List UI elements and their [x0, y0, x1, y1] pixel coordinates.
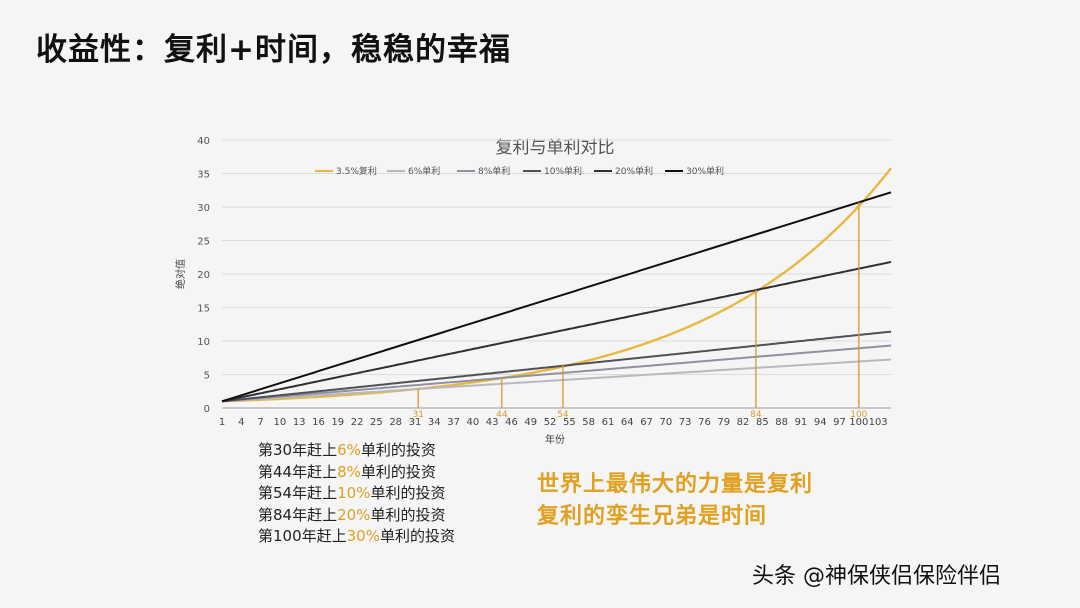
series-line	[221, 358, 892, 403]
x-tick-label: 64	[621, 417, 634, 428]
legend-entry: 10%单利	[544, 165, 582, 177]
x-tick-label: 76	[698, 417, 711, 428]
x-tick-label: 40	[467, 417, 480, 428]
note-line: 第44年赶上8%单利的投资	[258, 462, 436, 481]
y-tick-label: 5	[204, 371, 210, 382]
x-axis-label: 年份	[545, 433, 565, 446]
chart-title: 复利与单利对比	[496, 138, 615, 158]
x-tick-label: 91	[795, 417, 808, 428]
y-tick-label: 35	[197, 170, 210, 181]
x-tick-label: 16	[312, 417, 325, 428]
series-line	[221, 191, 892, 403]
y-tick-label: 25	[197, 237, 210, 248]
slogan-line-1: 世界上最伟大的力量是复利	[537, 472, 814, 497]
legend-entry: 30%单利	[686, 165, 724, 177]
x-tick-label: 10	[274, 417, 287, 428]
x-tick-label: 37	[447, 417, 460, 428]
watermark: 头条 @神保侠侣保险伴侣	[752, 564, 1001, 589]
x-tick-label: 88	[775, 417, 788, 428]
crossover-label: 84	[750, 410, 762, 420]
x-tick-label: 28	[389, 417, 402, 428]
series-line	[221, 260, 892, 403]
x-tick-label: 100	[849, 417, 868, 428]
note-line: 第30年赶上6%单利的投资	[258, 441, 436, 459]
legend-entry: 8%单利	[478, 165, 510, 177]
x-tick-label: 7	[257, 417, 263, 428]
y-tick-label: 40	[197, 136, 210, 147]
note-line: 第84年赶上20%单利的投资	[258, 505, 446, 524]
crossover-label: 31	[412, 410, 423, 420]
x-tick-label: 13	[293, 417, 306, 428]
legend-entry: 3.5%复利	[336, 165, 377, 177]
x-tick-label: 49	[524, 417, 537, 428]
x-tick-label: 19	[331, 417, 344, 428]
legend-entry: 6%单利	[408, 165, 440, 177]
series-line	[221, 344, 892, 403]
x-tick-label: 34	[428, 417, 441, 428]
x-tick-label: 97	[833, 417, 846, 428]
y-tick-label: 10	[197, 337, 210, 348]
slogan-line-2: 复利的孪生兄弟是时间	[537, 504, 768, 529]
series-line	[221, 330, 892, 403]
note-line: 第100年赶上30%单利的投资	[258, 527, 455, 545]
y-tick-label: 15	[197, 304, 210, 315]
x-tick-label: 58	[582, 417, 595, 428]
x-tick-label: 73	[679, 417, 692, 428]
x-tick-label: 52	[544, 417, 557, 428]
x-tick-label: 103	[869, 417, 888, 428]
x-tick-label: 1	[219, 417, 225, 428]
y-tick-label: 20	[197, 270, 210, 281]
x-tick-label: 82	[737, 417, 750, 428]
x-tick-label: 43	[486, 417, 499, 428]
x-tick-label: 4	[238, 417, 244, 428]
y-axis-label: 绝对值	[174, 259, 187, 289]
x-tick-label: 67	[640, 417, 653, 428]
crossover-label: 44	[496, 410, 508, 420]
note-line: 第54年赶上10%单利的投资	[258, 484, 446, 502]
y-tick-label: 0	[204, 404, 210, 415]
crossover-label: 100	[850, 410, 867, 420]
page-title: 收益性：复利+时间，稳稳的幸福	[36, 32, 511, 68]
x-tick-label: 55	[563, 417, 576, 428]
x-tick-label: 46	[505, 417, 518, 428]
x-tick-label: 94	[814, 417, 827, 428]
y-tick-label: 30	[197, 203, 210, 214]
notes-list: 第30年赶上6%单利的投资 第44年赶上8%单利的投资 第54年赶上10%单利的…	[258, 440, 455, 548]
x-tick-label: 31	[409, 417, 422, 428]
crossover-label: 54	[557, 410, 569, 420]
x-tick-label: 25	[370, 417, 383, 428]
x-tick-label: 61	[602, 417, 615, 428]
legend-entry: 20%单利	[615, 165, 653, 177]
series-line	[221, 167, 892, 403]
x-tick-label: 85	[756, 417, 769, 428]
x-tick-label: 70	[659, 417, 672, 428]
x-tick-label: 79	[717, 417, 730, 428]
x-tick-label: 22	[351, 417, 364, 428]
